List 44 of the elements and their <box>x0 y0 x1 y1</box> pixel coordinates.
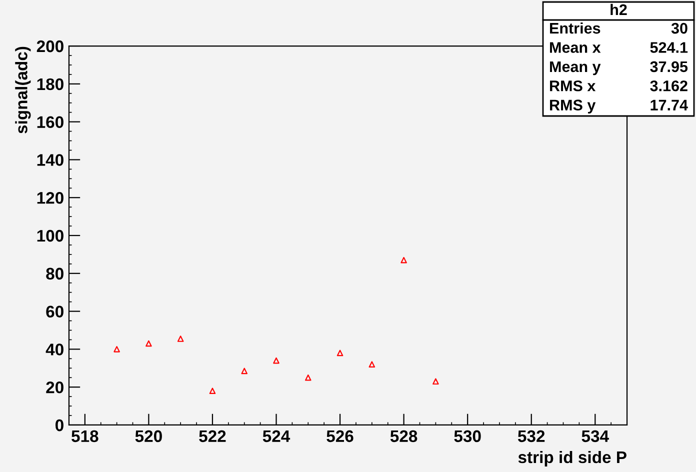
x-tick-label: 518 <box>72 430 98 442</box>
text: 30 <box>671 22 688 34</box>
x-tick-label: 520 <box>135 430 162 442</box>
annotation: Mean y <box>550 61 601 76</box>
x-tick-label: 532 <box>518 430 545 442</box>
point <box>273 357 280 364</box>
y-tick-label: 140 <box>37 154 64 166</box>
y-tick-label: 40 <box>46 344 64 356</box>
y-tick-label: 60 <box>46 306 64 318</box>
y-tick-label: 120 <box>37 192 64 204</box>
x-tick-label: 530 <box>454 430 481 442</box>
text: 17.74 <box>650 100 688 110</box>
x-tick-label: 524 <box>262 430 290 442</box>
text: 524.1 <box>650 42 688 53</box>
point <box>114 346 120 352</box>
y-tick-label: 0 <box>56 419 64 432</box>
text: Entries <box>550 22 600 34</box>
annotation: RMS x <box>550 80 596 92</box>
text: h2 <box>610 4 627 15</box>
point <box>177 336 184 342</box>
y-tick-label: 80 <box>46 268 64 280</box>
point <box>336 350 344 356</box>
text: 3.162 <box>650 80 688 92</box>
y-tick-label: 100 <box>37 230 64 242</box>
point <box>146 340 152 347</box>
point <box>432 378 439 385</box>
annotation: Mean x <box>550 42 601 53</box>
x-axis-title: strip id side P <box>518 450 626 466</box>
point <box>209 388 216 394</box>
point <box>368 361 376 368</box>
y-tick-label: 200 <box>36 40 64 52</box>
y-tick-label: 160 <box>37 116 64 128</box>
text: 37.95 <box>650 61 688 72</box>
annotation: RMS y <box>550 100 596 114</box>
point <box>241 368 248 374</box>
x-tick-label: 528 <box>390 430 418 442</box>
x-tick-label: 526 <box>326 430 354 442</box>
y-axis-title: signal(adc) <box>15 46 31 134</box>
point <box>400 256 407 264</box>
x-tick-label: 522 <box>199 430 226 442</box>
x-tick-label: 534 <box>582 430 609 442</box>
y-tick-label: 180 <box>37 78 64 90</box>
y-tick-label: 20 <box>46 381 64 394</box>
point <box>304 374 312 381</box>
